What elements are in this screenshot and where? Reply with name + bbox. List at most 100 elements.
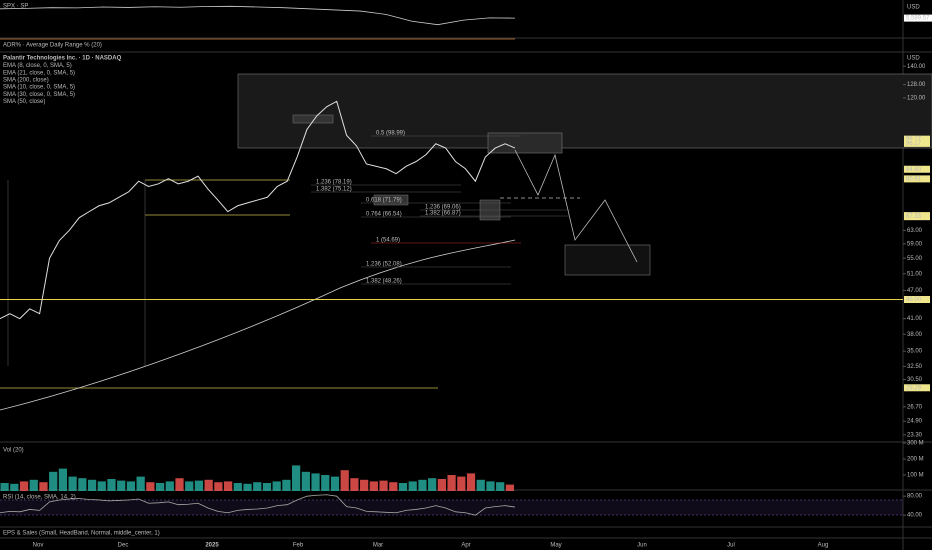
fib-label: 1.382 (75.12) (316, 187, 352, 193)
volume-bar (204, 479, 213, 491)
volume-bar (39, 482, 48, 491)
volume-bar (126, 481, 136, 491)
volume-bar (10, 483, 19, 491)
y-tick-label: 55.00 (907, 256, 923, 262)
price-badge-label: 67.33 (906, 214, 922, 220)
volume-title: Vol (20) (3, 448, 24, 454)
volume-bar (408, 481, 417, 491)
y-tick-label: 26.70 (907, 404, 923, 410)
price-badge-label: 84.80 (906, 167, 922, 173)
volume-bar (0, 483, 9, 491)
volume-bar (418, 479, 427, 491)
volume-bar (301, 471, 310, 491)
y-tick-label: 24.90 (907, 419, 923, 425)
volume-bar (253, 482, 262, 491)
volume-bar (185, 481, 194, 491)
y-tick-label: 120.00 (907, 95, 926, 101)
volume-bar (214, 482, 223, 491)
volume-bar (97, 481, 106, 491)
adr-title: ADR% · Average Daily Range % (20) (3, 43, 102, 49)
y-tick-label: 23.30 (907, 432, 923, 438)
y-tick-label: 128.00 (907, 82, 926, 88)
range-box (237, 73, 932, 149)
indicator-label: SMA (10, close, 0, SMA, 5) (3, 85, 75, 91)
volume-bar (437, 479, 446, 491)
currency: USD (907, 56, 920, 62)
time-label: Nov (33, 543, 44, 549)
spx-line (0, 5, 516, 26)
volume-bar (136, 476, 145, 491)
volume-bar (350, 478, 359, 491)
fib-label: 1.236 (69.06) (425, 205, 461, 211)
y-tick-label: 140.00 (907, 64, 926, 70)
spx-title: SPX · SP (3, 4, 28, 10)
time-label: May (550, 543, 561, 549)
fib-label: 1.382 (48.26) (366, 279, 402, 285)
sma-200-line (0, 239, 516, 411)
volume-bar (175, 478, 184, 491)
volume-bar (457, 476, 466, 491)
volume-bar (330, 476, 340, 491)
volume-bar (107, 479, 116, 491)
volume-bar (19, 481, 29, 491)
y-tick-label: 30.50 (907, 377, 923, 383)
volume-bar (78, 478, 87, 491)
price-badge (904, 14, 932, 22)
volume-bar (389, 482, 398, 491)
volume-bar (360, 479, 369, 491)
y-tick-label: 300 M (907, 441, 924, 447)
volume-bar (68, 476, 77, 491)
volume-bar (58, 468, 68, 491)
fib-label: 1 (54.69) (376, 238, 400, 244)
symbol-title: Palantir Technologies Inc. · 1D · NASDAQ (3, 56, 122, 62)
fib-label: 0.764 (66.54) (366, 212, 402, 218)
price-line (0, 100, 516, 320)
volume-bar (282, 479, 291, 491)
indicator-label: SMA (200, close) (3, 77, 49, 83)
volume-bar (223, 481, 233, 491)
fib-label: 1.236 (78.19) (316, 180, 352, 186)
y-tick-label: 40.00 (907, 513, 923, 519)
rsi-title: RSI (14, close, SMA, 14, 2) (3, 495, 76, 501)
volume-bar (29, 479, 38, 491)
volume-bar (243, 483, 252, 491)
volume-bar (447, 475, 456, 491)
price-badge (904, 213, 930, 221)
y-tick-label: 35.00 (907, 349, 923, 355)
price-badge (904, 175, 930, 183)
y-tick-label: 41.00 (907, 316, 923, 322)
time-label: Apr (461, 543, 470, 549)
price-badge-label: 98.17 (906, 137, 922, 143)
rsi-line (0, 494, 516, 516)
volume-bar (398, 483, 408, 491)
time-label: Aug (818, 543, 829, 549)
volume-bar (369, 481, 378, 491)
indicator-label: EMA (21, close, 0, SMA, 5) (3, 70, 75, 76)
price-badge (904, 165, 930, 173)
volume-bar (428, 478, 437, 491)
time-label: Jun (637, 543, 647, 549)
volume-bar (165, 481, 174, 491)
price-badge (904, 139, 930, 147)
rsi-zone (0, 500, 903, 515)
volume-bar (146, 482, 155, 491)
price-badge-label: 5,589.57 (906, 16, 930, 22)
indicator-label: SMA (30, close, 0, SMA, 5) (3, 92, 75, 98)
price-badge (904, 135, 930, 143)
volume-bar (49, 471, 58, 491)
volume-bar (87, 479, 97, 491)
volume-bar (496, 482, 505, 491)
volume-bar (272, 481, 281, 491)
volume-bar (340, 470, 349, 491)
price-badge (904, 296, 930, 304)
time-label: Jul (727, 543, 735, 549)
price-badge-label: 29.29 (906, 385, 922, 391)
indicator-label: SMA (50, close) (3, 99, 45, 105)
y-tick-label: 100 M (907, 473, 924, 479)
y-tick-label: 47.00 (907, 288, 923, 294)
price-badge-label: 80.91 (906, 176, 922, 182)
target-box (564, 244, 651, 276)
y-tick-label: 32.50 (907, 364, 923, 370)
fib-label: 0.618 (71.79) (366, 198, 402, 204)
